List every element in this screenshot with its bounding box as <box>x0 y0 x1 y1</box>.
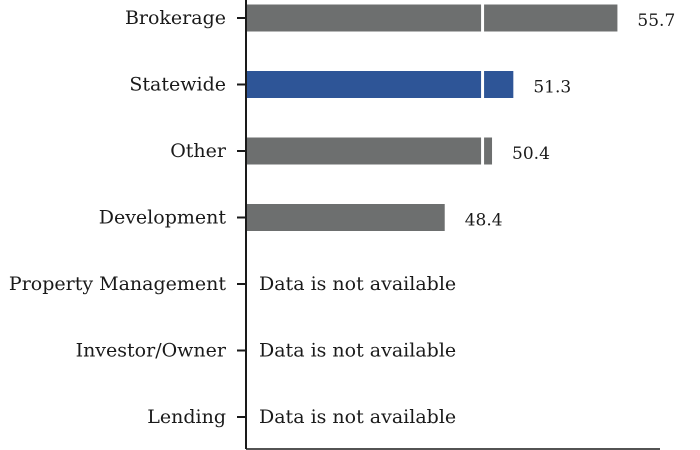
category-label-other: Other <box>170 140 227 162</box>
category-label-property-management: Property Management <box>9 273 226 295</box>
category-label-statewide: Statewide <box>129 74 226 96</box>
bar-development <box>246 204 445 231</box>
na-label-investor-owner: Data is not available <box>259 340 456 362</box>
value-label-brokerage: 55.7 <box>637 11 675 31</box>
category-label-investor-owner: Investor/Owner <box>76 340 227 362</box>
category-label-brokerage: Brokerage <box>125 7 226 29</box>
value-label-statewide: 51.3 <box>533 78 571 98</box>
bar-statewide <box>246 71 514 98</box>
label-layer: Brokerage 55.7 Statewide 51.3 Other 50.4 Devel… <box>9 7 675 428</box>
na-label-property-management: Data is not available <box>259 273 456 295</box>
category-label-development: Development <box>99 207 227 229</box>
value-label-development: 48.4 <box>465 211 503 231</box>
bar-other <box>246 137 493 165</box>
value-label-other: 50.4 <box>512 144 550 164</box>
bar-brokerage <box>246 4 618 32</box>
na-label-lending: Data is not available <box>259 406 456 428</box>
category-label-lending: Lending <box>147 406 226 428</box>
bar-layer <box>246 4 618 231</box>
